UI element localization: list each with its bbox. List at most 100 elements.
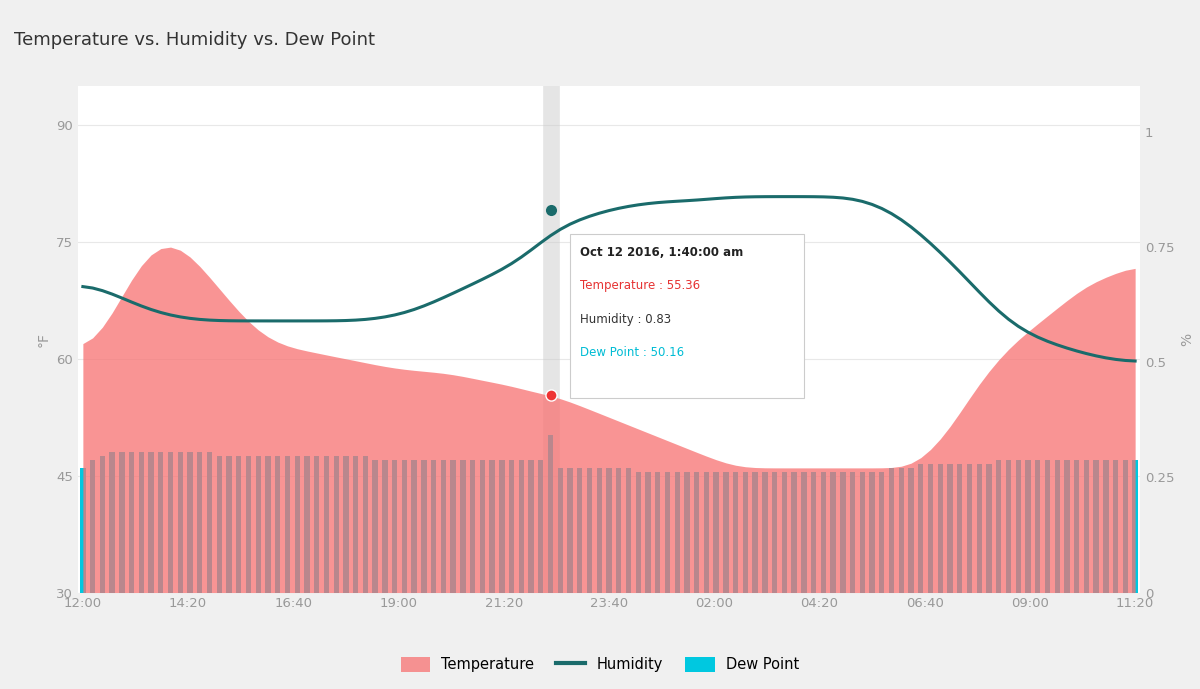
Legend: Temperature, Humidity, Dew Point: Temperature, Humidity, Dew Point bbox=[395, 651, 805, 678]
Bar bbox=[899, 468, 904, 689]
Bar bbox=[265, 456, 271, 689]
Bar bbox=[528, 460, 534, 689]
Bar bbox=[636, 472, 641, 689]
Bar bbox=[149, 452, 154, 689]
Bar bbox=[646, 472, 650, 689]
Bar bbox=[402, 460, 407, 689]
Text: Oct 12 2016, 1:40:00 am: Oct 12 2016, 1:40:00 am bbox=[580, 246, 743, 259]
Bar bbox=[343, 456, 349, 689]
Bar bbox=[197, 452, 203, 689]
Bar bbox=[967, 464, 972, 689]
Bar bbox=[119, 452, 125, 689]
Bar bbox=[227, 456, 232, 689]
Bar bbox=[880, 472, 884, 689]
Bar bbox=[460, 460, 466, 689]
Bar bbox=[772, 472, 778, 689]
Bar bbox=[821, 472, 826, 689]
Bar bbox=[178, 452, 182, 689]
Bar bbox=[109, 452, 115, 689]
Bar bbox=[889, 468, 894, 689]
Bar bbox=[1036, 460, 1040, 689]
Y-axis label: %: % bbox=[1180, 333, 1194, 346]
Bar bbox=[674, 472, 680, 689]
Bar bbox=[743, 472, 748, 689]
Bar bbox=[684, 472, 690, 689]
Bar bbox=[246, 456, 251, 689]
Bar bbox=[90, 460, 95, 689]
Bar bbox=[752, 472, 758, 689]
Bar bbox=[859, 472, 865, 689]
Bar bbox=[128, 452, 134, 689]
Bar bbox=[908, 468, 913, 689]
Text: Temperature : 55.36: Temperature : 55.36 bbox=[580, 279, 700, 292]
Bar bbox=[996, 460, 1002, 689]
Bar bbox=[1074, 460, 1079, 689]
Bar bbox=[937, 464, 943, 689]
Bar bbox=[1045, 460, 1050, 689]
Bar bbox=[1025, 460, 1031, 689]
Bar bbox=[830, 472, 835, 689]
Bar bbox=[334, 456, 338, 689]
Bar bbox=[372, 460, 378, 689]
FancyBboxPatch shape bbox=[570, 234, 804, 398]
Bar bbox=[733, 472, 738, 689]
Bar bbox=[626, 468, 631, 689]
Bar bbox=[518, 460, 524, 689]
Bar bbox=[918, 464, 924, 689]
Bar bbox=[1006, 460, 1012, 689]
Bar bbox=[284, 456, 290, 689]
Bar bbox=[558, 468, 563, 689]
Bar bbox=[470, 460, 475, 689]
Bar bbox=[977, 464, 982, 689]
Bar bbox=[275, 456, 281, 689]
Bar bbox=[440, 460, 446, 689]
Bar bbox=[548, 435, 553, 689]
Bar bbox=[431, 460, 437, 689]
Bar bbox=[655, 472, 660, 689]
Bar bbox=[216, 456, 222, 689]
Bar bbox=[538, 460, 544, 689]
Bar bbox=[499, 460, 504, 689]
Bar bbox=[869, 472, 875, 689]
Bar bbox=[324, 456, 329, 689]
Bar bbox=[616, 468, 622, 689]
Bar bbox=[1093, 460, 1099, 689]
Bar bbox=[703, 472, 709, 689]
Bar bbox=[1112, 460, 1118, 689]
Bar bbox=[158, 452, 163, 689]
Bar bbox=[294, 456, 300, 689]
Bar bbox=[1015, 460, 1021, 689]
Bar bbox=[305, 456, 310, 689]
Bar bbox=[80, 468, 85, 689]
Bar bbox=[577, 468, 582, 689]
Bar bbox=[568, 468, 572, 689]
Bar bbox=[986, 464, 991, 689]
Bar bbox=[412, 460, 416, 689]
Bar bbox=[256, 456, 260, 689]
Bar bbox=[587, 468, 592, 689]
Bar bbox=[840, 472, 846, 689]
Text: Humidity : 0.83: Humidity : 0.83 bbox=[580, 313, 671, 326]
Bar bbox=[714, 472, 719, 689]
Bar bbox=[1103, 460, 1109, 689]
Bar bbox=[802, 472, 806, 689]
Bar bbox=[850, 472, 856, 689]
Bar bbox=[1064, 460, 1069, 689]
Bar bbox=[792, 472, 797, 689]
Bar bbox=[314, 456, 319, 689]
Text: Dew Point : 50.16: Dew Point : 50.16 bbox=[580, 347, 684, 360]
Bar bbox=[606, 468, 612, 689]
Bar bbox=[1055, 460, 1060, 689]
Y-axis label: °F: °F bbox=[36, 332, 50, 347]
Bar bbox=[509, 460, 515, 689]
Bar bbox=[362, 456, 368, 689]
Bar bbox=[353, 456, 359, 689]
Bar bbox=[694, 472, 700, 689]
Bar bbox=[236, 456, 241, 689]
Bar bbox=[596, 468, 602, 689]
Bar bbox=[1133, 460, 1138, 689]
Bar bbox=[450, 460, 456, 689]
Bar bbox=[480, 460, 485, 689]
Bar bbox=[392, 460, 397, 689]
Bar bbox=[383, 460, 388, 689]
